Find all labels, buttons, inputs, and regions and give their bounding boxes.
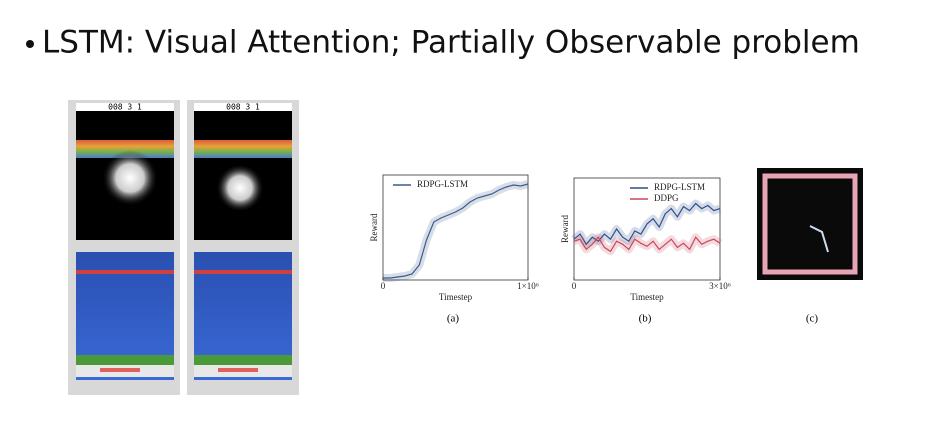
bar xyxy=(100,368,140,372)
y-axis-label: Reward xyxy=(369,213,379,241)
arena xyxy=(762,173,858,275)
score-bar xyxy=(194,103,292,111)
legend-label: RDPG-LSTM xyxy=(417,179,468,189)
caption: (c) xyxy=(806,313,819,325)
score: 008 3 1 xyxy=(226,103,260,112)
legend-label: DDPG xyxy=(654,193,679,203)
stripe xyxy=(76,270,174,274)
ground xyxy=(194,355,292,365)
x-tick-label: 3×10⁶ xyxy=(709,281,731,291)
series-line xyxy=(383,183,529,279)
slide-title: LSTM: Visual Attention; Partially Observ… xyxy=(42,25,860,61)
x-tick-label: 1×10⁶ xyxy=(517,281,539,291)
series-line xyxy=(573,236,721,253)
bullet xyxy=(26,40,34,48)
plot-frame xyxy=(382,174,529,281)
stripe xyxy=(194,270,292,274)
series-band xyxy=(383,180,530,282)
arm xyxy=(809,225,829,253)
x-axis-label: Timestep xyxy=(630,292,664,302)
plot-frame xyxy=(573,177,721,281)
caption: (a) xyxy=(447,313,460,325)
x-tick-label: 0 xyxy=(572,281,577,291)
y-axis-label: Reward xyxy=(560,215,570,243)
score: 008 3 1 xyxy=(108,103,142,112)
bricks xyxy=(76,140,174,158)
attention xyxy=(216,164,264,212)
caption: (b) xyxy=(639,313,652,325)
attention xyxy=(102,150,158,206)
score-bar xyxy=(76,103,174,111)
bar xyxy=(218,368,258,372)
x-axis-label: Timestep xyxy=(439,292,473,302)
game-screens: 008 3 1 008 3 1 xyxy=(68,100,299,395)
x-tick-label: 0 xyxy=(381,281,386,291)
ground xyxy=(76,355,174,365)
image-c xyxy=(757,168,863,280)
series-line xyxy=(573,202,721,246)
bricks xyxy=(194,140,292,158)
legend-label: RDPG-LSTM xyxy=(654,182,705,192)
